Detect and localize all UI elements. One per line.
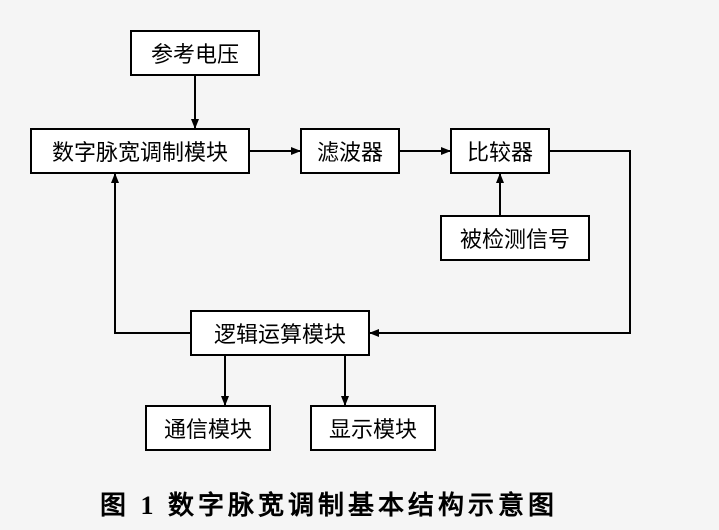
- node-label: 比较器: [467, 135, 533, 167]
- node-logic: 逻辑运算模块: [190, 310, 370, 356]
- node-comparator: 比较器: [450, 128, 550, 174]
- node-label: 被检测信号: [460, 222, 570, 254]
- node-label: 显示模块: [329, 412, 417, 444]
- flowchart-diagram: 参考电压 数字脉宽调制模块 滤波器 比较器 被检测信号 逻辑运算模块 通信模块 …: [0, 0, 719, 530]
- node-label: 逻辑运算模块: [214, 317, 346, 349]
- node-comm: 通信模块: [145, 405, 271, 451]
- node-label: 滤波器: [317, 135, 383, 167]
- node-dpwm: 数字脉宽调制模块: [30, 128, 250, 174]
- node-label: 参考电压: [151, 37, 239, 69]
- node-ref-voltage: 参考电压: [130, 30, 260, 76]
- figure-caption: 图 1 数字脉宽调制基本结构示意图: [100, 485, 558, 522]
- node-label: 数字脉宽调制模块: [52, 135, 228, 167]
- node-filter: 滤波器: [300, 128, 400, 174]
- node-display: 显示模块: [310, 405, 436, 451]
- node-label: 通信模块: [164, 412, 252, 444]
- node-signal: 被检测信号: [440, 215, 590, 261]
